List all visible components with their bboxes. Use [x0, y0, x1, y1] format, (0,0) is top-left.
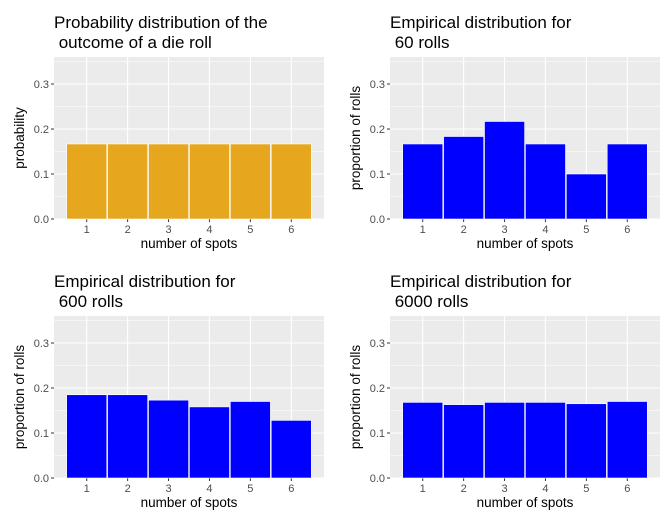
bar-5	[230, 143, 271, 220]
bar-5	[230, 401, 271, 479]
x-tick-label: 2	[125, 483, 131, 495]
x-tick-label: 1	[84, 483, 90, 495]
y-tick-label: 0.3	[34, 79, 49, 91]
x-axis-label: number of spots	[141, 495, 238, 510]
x-tick-label: 5	[247, 483, 253, 495]
x-tick-label: 4	[542, 483, 548, 495]
y-tick-label: 0.1	[34, 169, 49, 181]
y-axis-label: proportion of rolls	[12, 345, 27, 450]
y-tick-label: 0.3	[370, 79, 385, 91]
chart-panel-die-probability: Probability distribution of the outcome …	[0, 0, 336, 259]
y-axis-label: probability	[12, 107, 27, 169]
y-tick-label: 0.2	[34, 383, 49, 395]
x-tick-label: 6	[288, 224, 294, 236]
x-tick-label: 6	[624, 483, 630, 495]
y-tick-label: 0.0	[370, 214, 385, 226]
y-tick-label: 0.2	[34, 124, 49, 136]
x-axis-label: number of spots	[477, 495, 574, 510]
x-tick-label: 4	[206, 483, 212, 495]
y-tick-label: 0.3	[370, 338, 385, 350]
chart-svg: Empirical distribution for 600 rolls 0.0 0…	[12, 272, 324, 510]
chart-title-line: Empirical distribution for	[390, 13, 572, 32]
bar-2	[443, 404, 484, 479]
bar-5	[566, 403, 607, 479]
bar-4	[189, 406, 230, 479]
chart-svg: Empirical distribution for 60 rolls 0.0 0.…	[348, 13, 660, 251]
bar-1	[402, 143, 444, 220]
x-tick-label: 5	[247, 224, 253, 236]
bar-4	[525, 402, 566, 479]
y-axis-label: proportion of rolls	[348, 86, 363, 191]
bar-1	[66, 143, 108, 220]
y-tick-label: 0.0	[34, 473, 49, 485]
chart-svg: Empirical distribution for 6000 rolls 0.0…	[348, 272, 660, 510]
x-tick-label: 4	[206, 224, 212, 236]
bar-3	[148, 399, 189, 479]
bar-5	[566, 173, 607, 220]
x-tick-label: 5	[583, 224, 589, 236]
y-tick-label: 0.3	[34, 338, 49, 350]
x-axis-label: number of spots	[477, 236, 574, 251]
bar-3	[484, 402, 525, 479]
chart-panel-600-rolls: Empirical distribution for 600 rolls 0.0 0…	[0, 259, 336, 518]
chart-title-line: 600 rolls	[54, 292, 123, 311]
bar-2	[107, 394, 148, 479]
y-tick-label: 0.1	[34, 428, 49, 440]
x-tick-label: 2	[461, 483, 467, 495]
x-tick-label: 3	[501, 224, 507, 236]
chart-title-line: outcome of a die roll	[54, 33, 212, 52]
x-tick-label: 6	[624, 224, 630, 236]
bar-3	[484, 121, 525, 220]
y-tick-label: 0.2	[370, 124, 385, 136]
x-tick-label: 1	[420, 224, 426, 236]
y-axis-label: proportion of rolls	[348, 345, 363, 450]
bar-1	[66, 394, 108, 479]
bar-3	[148, 143, 189, 220]
bar-6	[270, 143, 312, 220]
bar-2	[107, 143, 148, 220]
chart-panel-6000-rolls: Empirical distribution for 6000 rolls 0.0…	[336, 259, 672, 518]
x-tick-label: 6	[288, 483, 294, 495]
x-tick-label: 1	[420, 483, 426, 495]
chart-title-line: 6000 rolls	[390, 292, 468, 311]
bar-2	[443, 136, 484, 220]
x-tick-label: 3	[165, 224, 171, 236]
bar-6	[606, 143, 648, 220]
bar-1	[402, 402, 444, 479]
chart-title-line: Empirical distribution for	[390, 272, 572, 291]
bar-6	[606, 401, 648, 479]
y-tick-label: 0.0	[370, 473, 385, 485]
x-tick-label: 4	[542, 224, 548, 236]
y-tick-label: 0.2	[370, 383, 385, 395]
bar-6	[270, 420, 312, 479]
x-tick-label: 5	[583, 483, 589, 495]
x-axis-label: number of spots	[141, 236, 238, 251]
chart-title-line: 60 rolls	[390, 33, 450, 52]
chart-title-line: Empirical distribution for	[54, 272, 236, 291]
x-tick-label: 2	[461, 224, 467, 236]
bar-4	[189, 143, 230, 220]
x-tick-label: 1	[84, 224, 90, 236]
x-tick-label: 2	[125, 224, 131, 236]
bar-4	[525, 143, 566, 220]
y-tick-label: 0.1	[370, 169, 385, 181]
x-tick-label: 3	[501, 483, 507, 495]
y-tick-label: 0.0	[34, 214, 49, 226]
chart-panel-60-rolls: Empirical distribution for 60 rolls 0.0 0.…	[336, 0, 672, 259]
chart-svg: Probability distribution of the outcome …	[12, 13, 324, 251]
y-tick-label: 0.1	[370, 428, 385, 440]
chart-title-line: Probability distribution of the	[54, 13, 268, 32]
x-tick-label: 3	[165, 483, 171, 495]
